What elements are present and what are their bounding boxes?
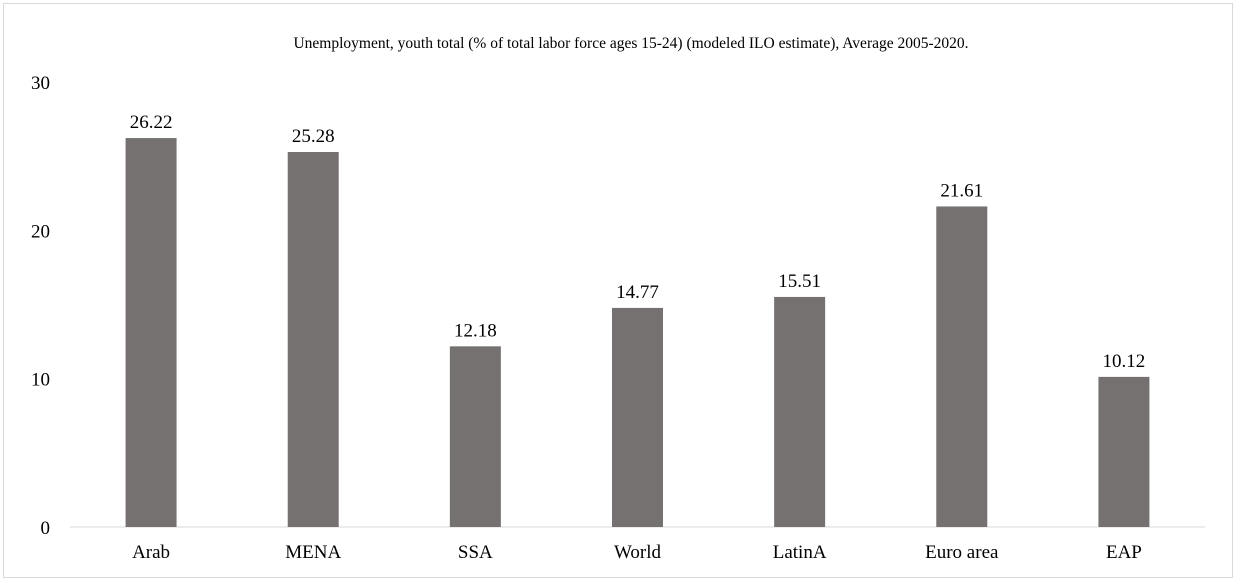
bar-arab xyxy=(125,138,177,527)
y-axis-ticks: 0 10 20 30 xyxy=(31,73,50,539)
data-labels-group: 26.22 25.28 12.18 14.77 15.51 21.61 10.12 xyxy=(130,112,1146,372)
bar-mena xyxy=(287,152,339,527)
data-label: 21.61 xyxy=(940,180,983,201)
category-label: MENA xyxy=(285,542,341,563)
data-label: 12.18 xyxy=(454,320,497,341)
data-label: 15.51 xyxy=(778,271,821,292)
y-tick-label: 30 xyxy=(31,73,50,94)
category-label: World xyxy=(614,542,662,563)
bar-euro-area xyxy=(936,206,988,527)
category-label: EAP xyxy=(1106,542,1142,563)
bars-group xyxy=(125,138,1150,527)
bar-eap xyxy=(1098,376,1150,527)
data-label: 25.28 xyxy=(292,126,335,147)
chart-title: Unemployment, youth total (% of total la… xyxy=(293,35,968,52)
category-label: Euro area xyxy=(925,542,999,563)
category-labels-group: Arab MENA SSA World LatinA Euro area EAP xyxy=(132,542,1142,563)
category-label: LatinA xyxy=(773,542,827,563)
bar-ssa xyxy=(449,346,501,527)
bar-world xyxy=(612,307,663,527)
data-label: 26.22 xyxy=(130,112,173,133)
y-tick-label: 10 xyxy=(31,370,50,391)
category-label: SSA xyxy=(458,542,493,563)
category-label: Arab xyxy=(132,542,170,563)
data-label: 10.12 xyxy=(1103,351,1146,372)
y-tick-label: 20 xyxy=(31,221,50,242)
data-label: 14.77 xyxy=(616,282,659,303)
bar-latina xyxy=(774,296,826,527)
y-tick-label: 0 xyxy=(41,518,51,539)
